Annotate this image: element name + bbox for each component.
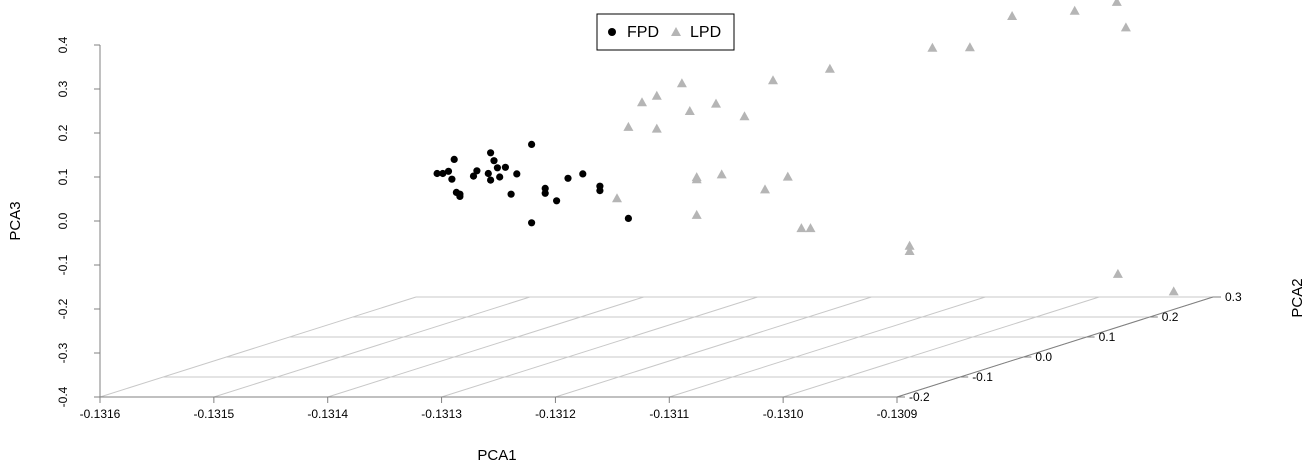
y-tick-label-1: -0.3 <box>56 342 70 363</box>
data-points <box>433 0 1179 296</box>
x-tick-label-2: -0.1314 <box>307 407 348 421</box>
legend-fpd-label: FPD <box>627 24 659 41</box>
lpd-point-25 <box>904 240 915 250</box>
lpd-point-22 <box>691 209 702 219</box>
lpd-point-13 <box>1069 5 1080 15</box>
lpd-point-7 <box>739 111 750 121</box>
lpd-point-5 <box>684 106 695 115</box>
fpd-point-14 <box>493 164 501 172</box>
z-axis-line <box>896 296 1214 398</box>
tick-labels: -0.1316 -0.1315 -0.1314 -0.1313 -0.1312 -0.13… <box>56 36 1242 421</box>
lpd-point-0 <box>623 121 634 131</box>
x-axis-title: PCA1 <box>477 447 516 464</box>
lpd-point-10 <box>927 42 938 52</box>
grid-line-x-3 <box>441 296 758 398</box>
grid-line-x-1 <box>213 296 531 398</box>
lpd-point-4 <box>676 78 687 88</box>
lpd-point-9 <box>824 63 835 73</box>
z-axis-title: PCA2 <box>1289 278 1306 317</box>
fpd-point-17 <box>507 190 515 198</box>
lpd-point-27 <box>1112 268 1123 278</box>
lpd-point-8 <box>768 75 778 85</box>
y-tick-label-4: 0.0 <box>56 212 70 229</box>
grid-line-x-2 <box>327 296 644 398</box>
lpd-point-3 <box>651 123 662 133</box>
z-tick-label-4: 0.2 <box>1162 310 1179 324</box>
lpd-point-19 <box>716 169 727 179</box>
legend-fpd-marker <box>608 28 616 36</box>
axes <box>94 44 1221 403</box>
grid-line-x-6 <box>782 296 1100 398</box>
fpd-point-10 <box>484 169 492 178</box>
fpd-point-22 <box>541 189 549 197</box>
grid-line-x-0 <box>99 296 417 398</box>
lpd-point-26 <box>904 246 915 255</box>
z-tick-label-1: -0.1 <box>972 370 993 384</box>
fpd-point-7 <box>456 192 464 200</box>
y-axis-title: PCA3 <box>7 201 24 240</box>
x-tick-label-0: -0.1316 <box>80 407 121 421</box>
lpd-point-28 <box>1168 286 1179 296</box>
fpd-point-3 <box>448 175 456 183</box>
grid-line-x-5 <box>669 296 986 398</box>
y-tick-label-8: 0.4 <box>56 36 70 53</box>
fpd-point-23 <box>553 197 561 205</box>
x-tick-label-5: -0.1311 <box>649 407 689 421</box>
fpd-point-8 <box>469 172 478 180</box>
lpd-point-14 <box>1111 0 1122 6</box>
fpd-point-1 <box>439 169 447 178</box>
y-tick-label-5: 0.1 <box>56 168 70 185</box>
fpd-point-18 <box>513 170 521 178</box>
legend-box <box>596 13 735 51</box>
fpd-point-25 <box>579 170 587 178</box>
legend-lpd-marker <box>671 27 681 36</box>
lpd-point-15 <box>1120 22 1131 32</box>
lpd-point-16 <box>612 193 622 203</box>
lpd-point-18 <box>691 174 702 184</box>
lpd-point-12 <box>1007 11 1018 20</box>
fpd-point-24 <box>564 174 572 182</box>
grid-line-x-4 <box>555 296 872 398</box>
y-tick-label-3: -0.1 <box>56 254 70 275</box>
fpd-point-16 <box>501 163 509 171</box>
fpd-point-4 <box>450 155 458 163</box>
y-tick-label-7: 0.3 <box>56 80 70 97</box>
y-tick-label-2: -0.2 <box>56 298 70 319</box>
fpd-point-11 <box>487 149 495 157</box>
z-tick-label-3: 0.1 <box>1099 330 1116 344</box>
y-tick-label-0: -0.4 <box>56 386 70 407</box>
x-tick-label-6: -0.1310 <box>763 407 804 421</box>
floor-grid <box>99 296 1214 398</box>
lpd-point-24 <box>805 223 816 233</box>
legend: FPD LPD <box>596 13 735 51</box>
fpd-point-28 <box>624 214 633 222</box>
x-tick-label-3: -0.1313 <box>421 407 462 421</box>
lpd-point-6 <box>711 98 721 108</box>
z-tick-label-2: 0.0 <box>1035 350 1052 364</box>
x-tick-label-1: -0.1315 <box>194 407 235 421</box>
fpd-point-19 <box>528 140 536 148</box>
x-tick-label-7: -0.1309 <box>877 407 918 421</box>
fpd-point-2 <box>444 167 453 175</box>
fpd-point-9 <box>473 167 481 175</box>
lpd-point-2 <box>651 90 662 100</box>
fpd-point-20 <box>528 219 536 227</box>
legend-lpd-label: LPD <box>690 24 721 41</box>
fpd-point-13 <box>490 157 498 165</box>
y-tick-label-6: 0.2 <box>56 124 70 141</box>
z-tick-label-0: -0.2 <box>909 390 930 404</box>
lpd-point-1 <box>637 97 647 107</box>
lpd-point-20 <box>760 184 770 194</box>
fpd-point-12 <box>487 176 495 184</box>
fpd-point-15 <box>496 173 504 181</box>
lpd-point-11 <box>964 42 975 52</box>
x-tick-label-4: -0.1312 <box>535 407 576 421</box>
lpd-point-23 <box>796 223 807 233</box>
lpd-point-21 <box>782 171 793 181</box>
fpd-point-0 <box>433 169 441 178</box>
z-tick-label-5: 0.3 <box>1225 290 1242 304</box>
fpd-point-27 <box>596 187 604 195</box>
